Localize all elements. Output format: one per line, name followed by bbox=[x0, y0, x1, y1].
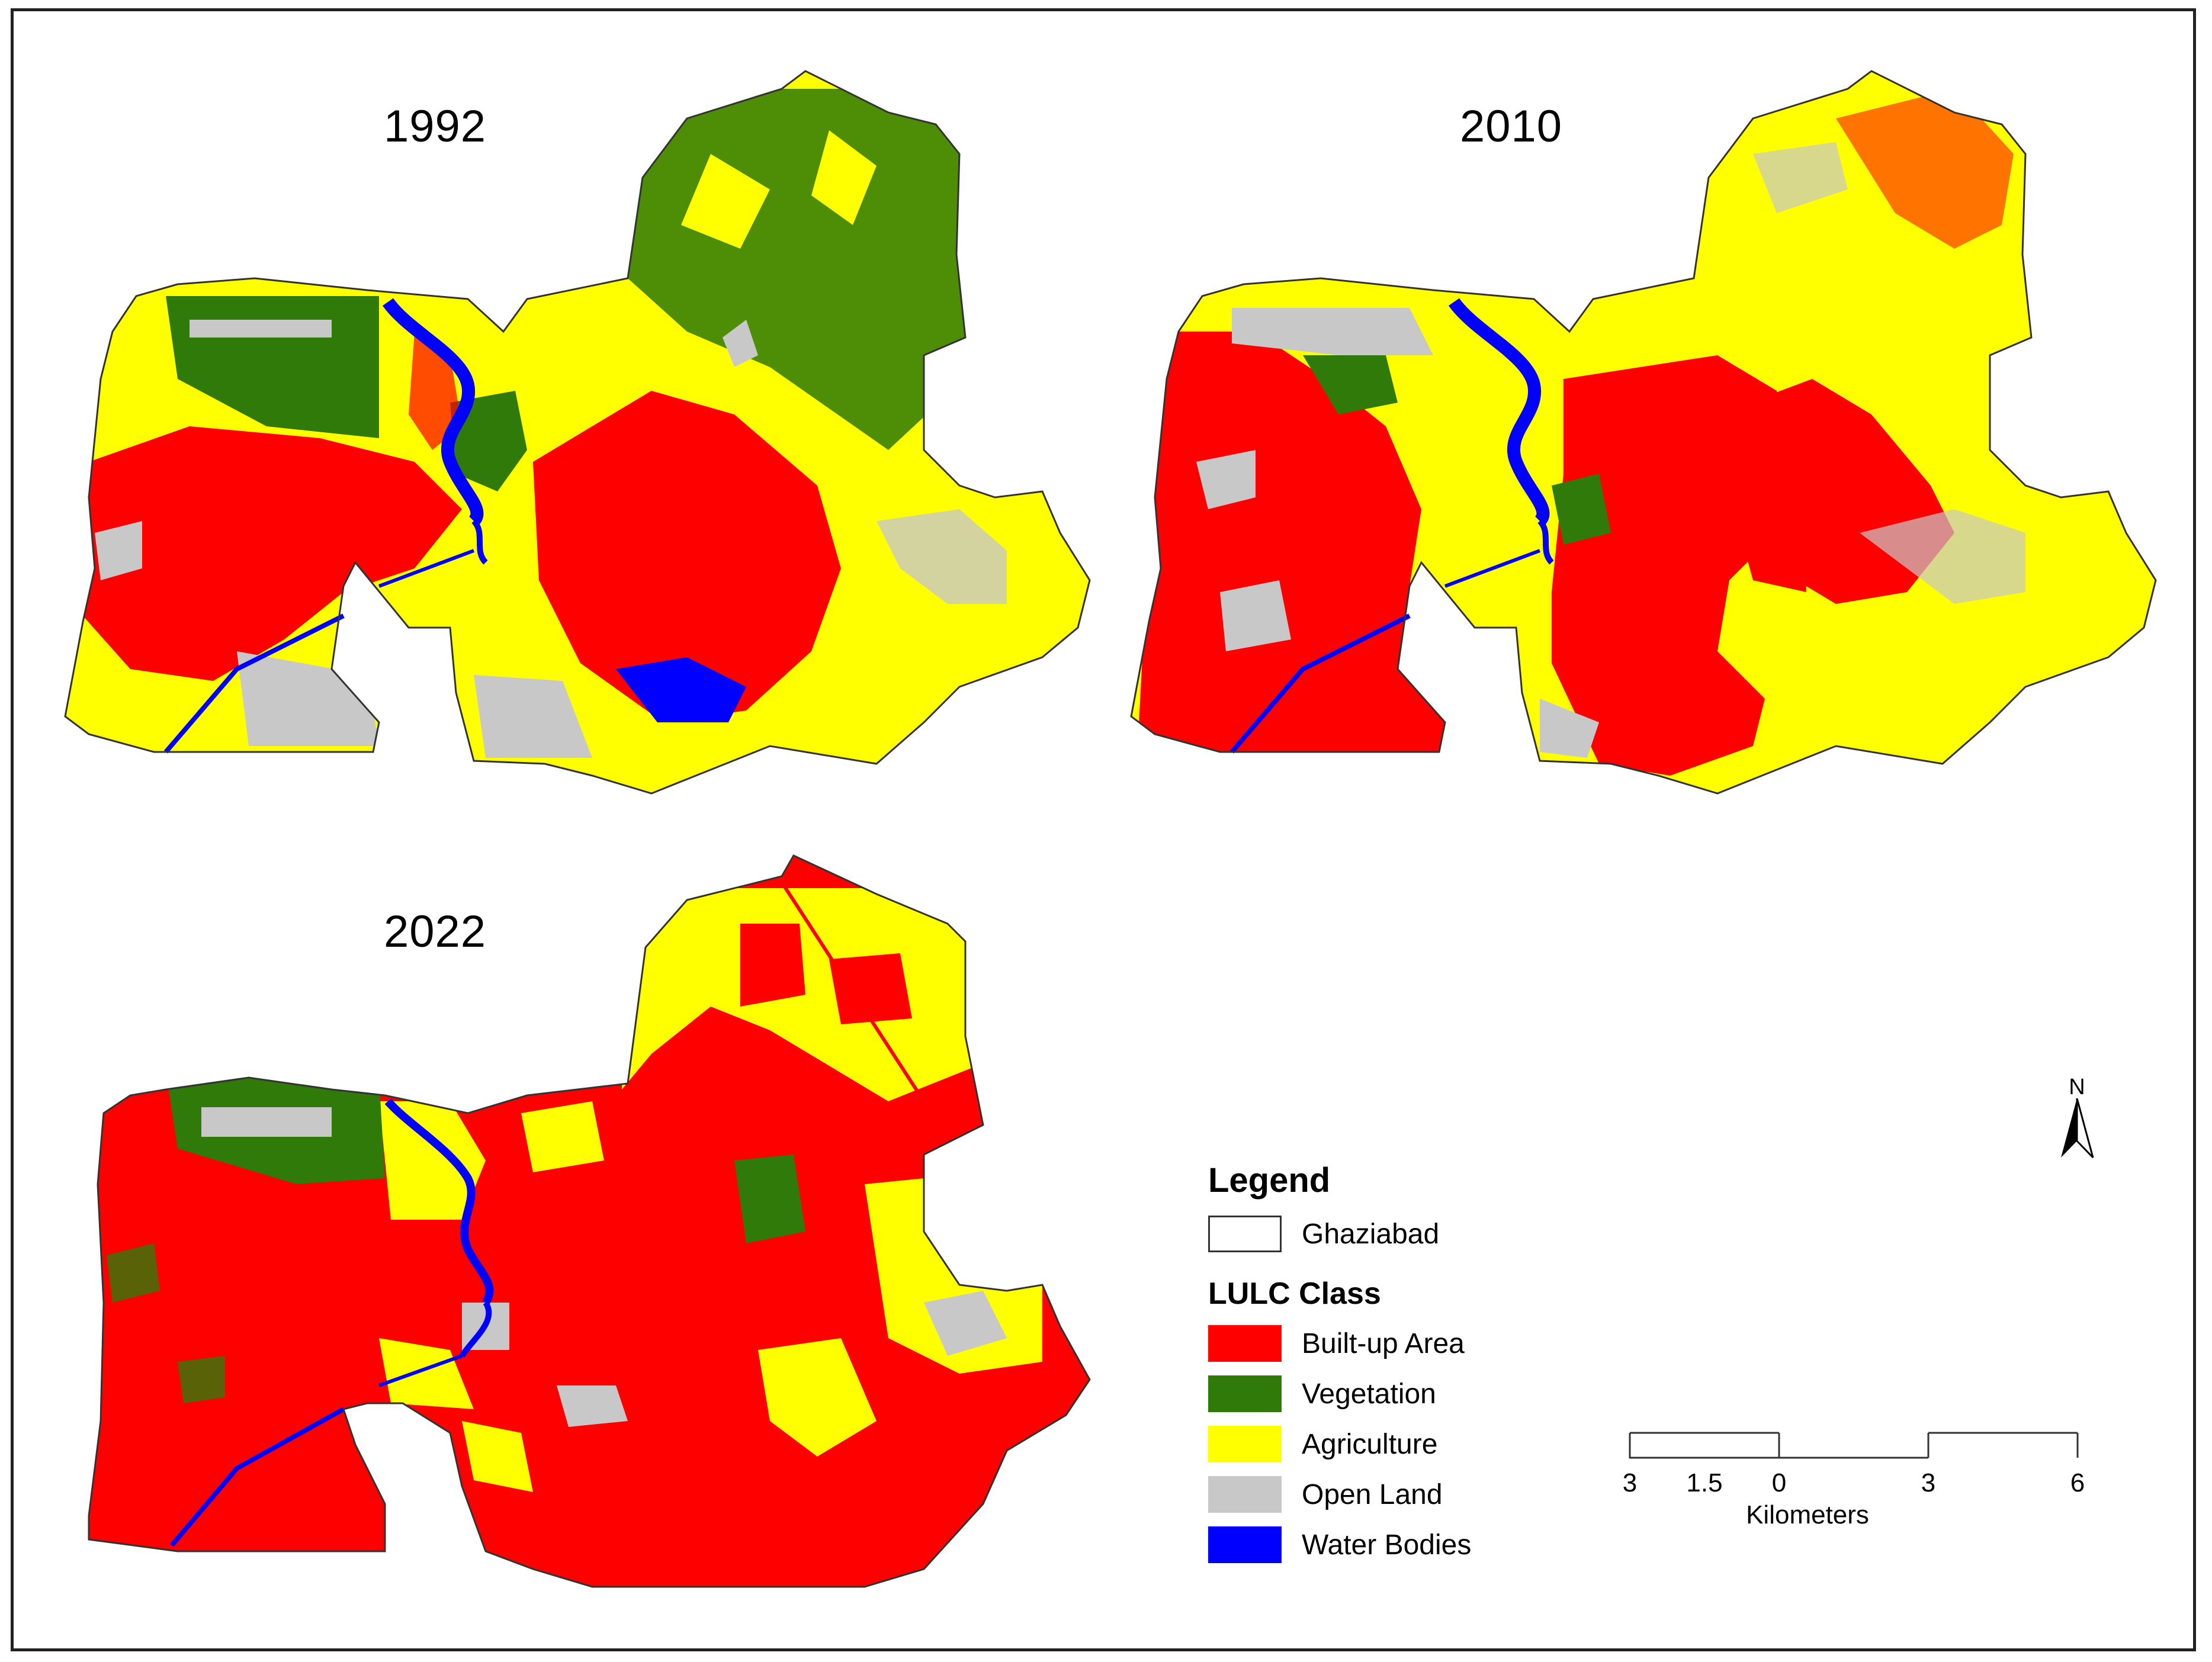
legend-label-vegetation: Vegetation bbox=[1302, 1378, 1436, 1410]
north-label: N bbox=[2069, 1075, 2085, 1100]
legend-label-builtup: Built-up Area bbox=[1302, 1328, 1465, 1359]
legend-label-water: Water Bodies bbox=[1302, 1529, 1472, 1561]
swatch-openland bbox=[1208, 1476, 1282, 1513]
map-title-2010: 2010 bbox=[1460, 101, 1563, 152]
legend-label-agriculture: Agriculture bbox=[1302, 1429, 1438, 1460]
map-title-2022: 2022 bbox=[384, 906, 487, 957]
swatch-agriculture bbox=[1208, 1426, 1282, 1462]
scale-bar: 3 1.5 0 3 6 Kilometers bbox=[1617, 1427, 2091, 1551]
scale-units-label: Kilometers bbox=[1746, 1500, 1869, 1529]
scale-tick-label: 6 bbox=[2070, 1468, 2085, 1497]
scale-tick-label: 3 bbox=[1622, 1468, 1638, 1497]
legend-label-openland: Open Land bbox=[1302, 1479, 1443, 1510]
scale-tick-label: 1.5 bbox=[1686, 1468, 1723, 1497]
north-arrow-icon bbox=[2061, 1098, 2094, 1159]
lulc-class-title: LULC Class bbox=[1208, 1277, 1381, 1311]
swatch-vegetation bbox=[1208, 1375, 1282, 1412]
scale-tick-label: 0 bbox=[1771, 1468, 1787, 1497]
north-arrow: N bbox=[2056, 1075, 2098, 1163]
swatch-water bbox=[1208, 1526, 1282, 1563]
scale-tick-label: 3 bbox=[1921, 1468, 1936, 1497]
legend-title: Legend bbox=[1208, 1161, 1331, 1200]
swatch-builtup bbox=[1208, 1325, 1282, 1362]
boundary-swatch bbox=[1208, 1216, 1282, 1252]
map-frame bbox=[11, 8, 2196, 1651]
legend-label-boundary: Ghaziabad bbox=[1302, 1219, 1440, 1250]
scale-bar-graphic bbox=[1629, 1432, 2079, 1459]
map-title-1992: 1992 bbox=[384, 101, 487, 152]
